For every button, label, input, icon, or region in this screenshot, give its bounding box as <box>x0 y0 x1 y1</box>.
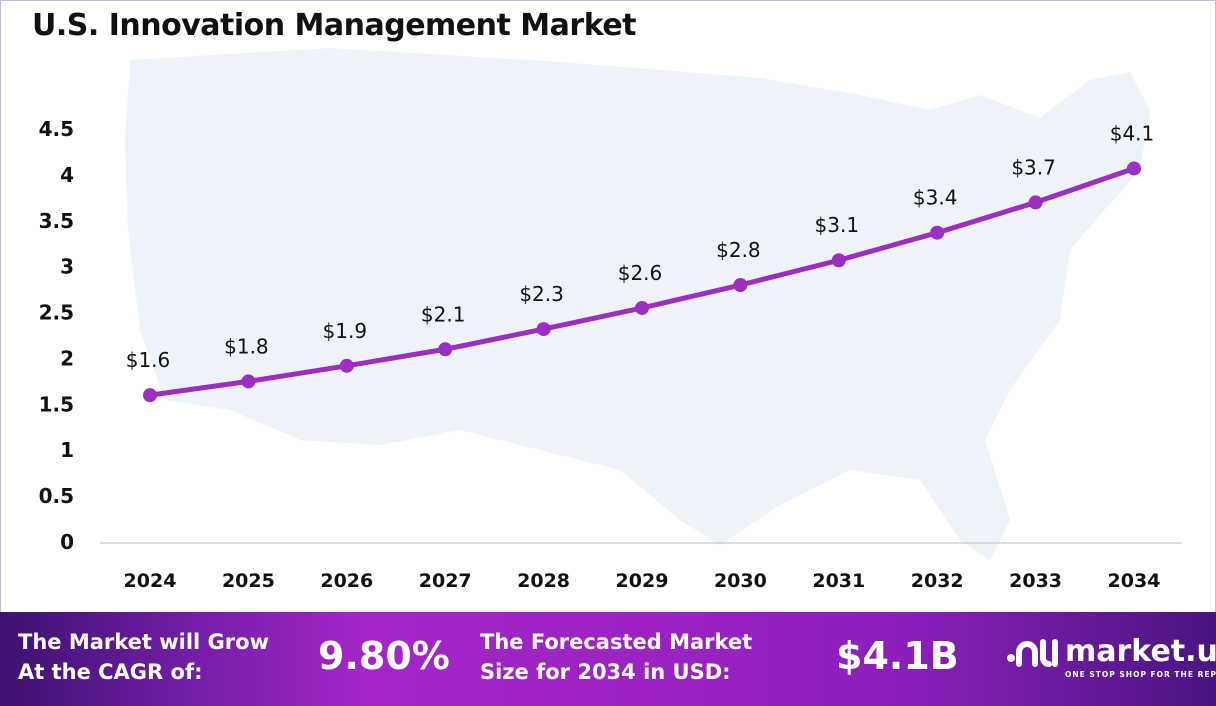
x-tick-label: 2029 <box>616 570 669 592</box>
data-label: $3.4 <box>913 186 958 210</box>
y-tick-label: 4 <box>60 163 74 187</box>
forecast-label-line2: Size for 2034 in USD: <box>480 660 731 684</box>
data-point <box>733 278 748 293</box>
x-tick-label: 2026 <box>320 570 373 592</box>
y-tick-label: 0 <box>60 530 74 554</box>
market-us-logo: market.us ONE STOP SHOP FOR THE REPORTS <box>1005 634 1216 679</box>
x-tick-label: 2033 <box>1009 570 1062 592</box>
y-tick-label: 2 <box>60 346 74 370</box>
x-tick-label: 2028 <box>517 570 570 592</box>
data-label: $4.1 <box>1110 121 1155 145</box>
y-tick-label: 1.5 <box>39 392 74 416</box>
cagr-value: 9.80% <box>318 634 450 678</box>
data-label: $3.7 <box>1011 155 1056 179</box>
y-tick-label: 2.5 <box>39 301 74 325</box>
cagr-label-line2: At the CAGR of: <box>18 660 203 684</box>
cagr-label-line1: The Market will Grow <box>18 630 269 654</box>
footer-banner: The Market will Grow At the CAGR of: 9.8… <box>0 612 1216 706</box>
x-tick-label: 2025 <box>222 570 275 592</box>
chart-title: U.S. Innovation Management Market <box>32 8 637 43</box>
y-tick-label: 4.5 <box>39 117 74 141</box>
logo-name: market.us <box>1065 634 1216 669</box>
forecast-label: The Forecasted Market Size for 2034 in U… <box>480 627 752 687</box>
data-label: $2.1 <box>421 302 466 326</box>
line-chart: 0 0.5 1 1.5 2 2.5 3 3.5 4 4.5 2024 2025 2026 2027 202… <box>39 48 1182 592</box>
data-label: $1.9 <box>323 319 368 343</box>
data-point <box>438 342 453 357</box>
data-label: $3.1 <box>815 213 860 237</box>
data-point <box>1127 161 1141 176</box>
x-tick-label: 2030 <box>714 570 767 592</box>
y-tick-label: 0.5 <box>39 484 74 508</box>
forecast-label-line1: The Forecasted Market <box>480 630 753 654</box>
data-label: $2.8 <box>716 238 761 262</box>
data-label: $1.6 <box>126 348 171 372</box>
data-point <box>536 322 551 337</box>
y-tick-label: 3 <box>60 255 74 279</box>
y-tick-label: 3.5 <box>39 209 74 233</box>
logo-tagline: ONE STOP SHOP FOR THE REPORTS <box>1065 670 1216 679</box>
x-tick-label: 2027 <box>419 570 472 592</box>
logo-mark-icon <box>1007 639 1058 667</box>
cagr-label: The Market will Grow At the CAGR of: <box>18 627 269 687</box>
x-tick-label: 2034 <box>1108 570 1161 592</box>
data-point <box>831 253 846 268</box>
data-label: $1.8 <box>224 334 269 358</box>
data-point <box>1028 195 1043 210</box>
data-label: $2.3 <box>519 282 564 306</box>
data-point <box>930 225 945 240</box>
data-label: $2.6 <box>618 261 663 285</box>
data-point <box>143 388 157 403</box>
y-tick-label: 1 <box>60 438 74 462</box>
data-point <box>635 300 649 315</box>
x-tick-label: 2032 <box>911 570 964 592</box>
data-point <box>339 358 354 373</box>
x-tick-label: 2024 <box>124 570 177 592</box>
data-point <box>241 374 256 389</box>
forecast-value: $4.1B <box>836 634 959 678</box>
x-tick-label: 2031 <box>812 570 865 592</box>
